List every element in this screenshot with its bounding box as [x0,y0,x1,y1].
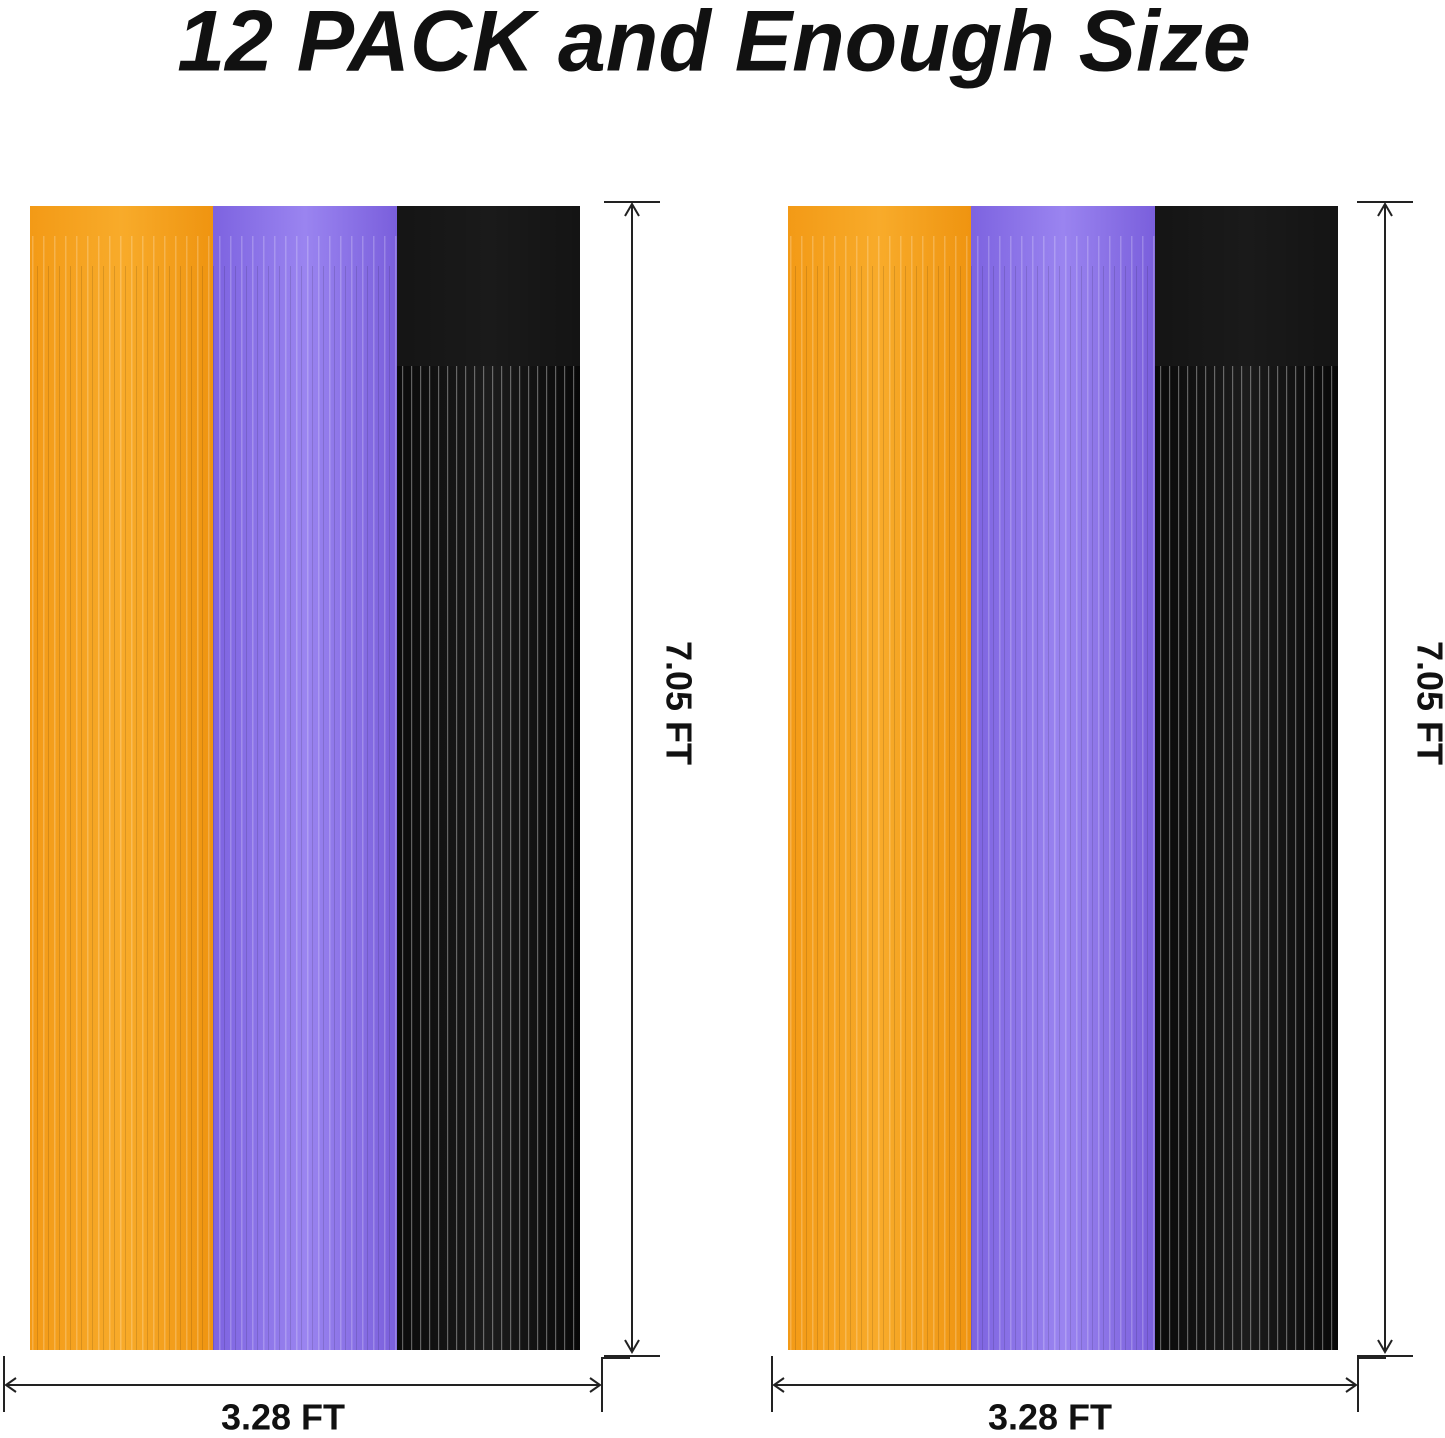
height-dimension [1357,201,1413,1357]
width-label: 3.28 FT [988,1397,1112,1438]
panel: 7.05 FT 3.28 FT [771,201,1445,1438]
height-label: 7.05 FT [1409,641,1445,765]
curtain [788,206,1338,1350]
panel: 7.05 FT 3.28 FT [3,201,699,1438]
width-dimension [771,1356,1386,1412]
curtain [30,206,580,1350]
height-label: 7.05 FT [658,641,699,765]
height-dimension [604,201,660,1357]
width-label: 3.28 FT [221,1397,345,1438]
width-dimension [3,1356,630,1412]
title: 12 PACK and Enough Size [177,0,1251,90]
